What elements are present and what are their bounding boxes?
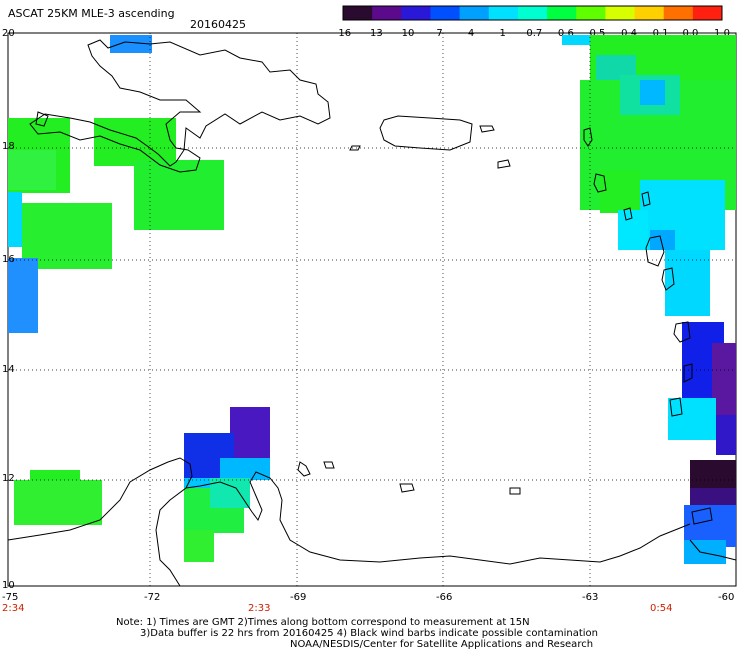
colorbar-swatch (430, 6, 461, 20)
colorbar: -16 -13 -10 -7 -4 -1 -0.7 -0.6 -0.5 -0.4 -0.1 0.0 1.… (335, 5, 730, 39)
island-coast (399, 483, 415, 493)
colorbar-swatch (459, 6, 490, 20)
colorbar-swatch (517, 6, 548, 20)
note-line-1: Note: 1) Times are GMT 2)Times along bot… (116, 617, 530, 628)
data-cell (134, 160, 224, 230)
lat-label: 14 (2, 364, 15, 375)
mainland-coast (185, 471, 691, 565)
island-coast (497, 159, 511, 169)
data-cell (220, 458, 270, 480)
island-coast (623, 207, 633, 221)
data-cell (8, 150, 56, 190)
pass-time-label: 0:54 (650, 603, 673, 614)
island-coast (583, 127, 593, 147)
lon-label: -69 (290, 592, 307, 603)
puerto-rico-coast (379, 115, 473, 151)
data-cell (230, 407, 270, 459)
data-cell (716, 415, 736, 455)
pass-time-label: 2:34 (2, 603, 25, 614)
lat-label: 18 (2, 141, 15, 152)
colorbar-swatch (663, 6, 694, 20)
data-cell (640, 80, 665, 105)
data-cell (690, 460, 736, 490)
lon-label: -75 (2, 592, 19, 603)
island-coast (683, 363, 693, 383)
colorbar-frame (342, 5, 723, 21)
colorbar-swatch (576, 6, 606, 20)
lon-label: -60 (718, 592, 735, 603)
lat-label: 16 (2, 254, 15, 265)
data-cell (184, 530, 214, 562)
data-cell (665, 250, 710, 316)
wind-speed-cells (8, 35, 736, 564)
island-coast (661, 267, 675, 291)
data-cell (30, 470, 80, 482)
data-cell (8, 192, 22, 247)
lat-label: 10 (2, 580, 15, 591)
data-cell (8, 258, 38, 333)
data-cell (110, 35, 152, 53)
data-cell (684, 540, 726, 564)
colorbar-swatch (401, 6, 431, 20)
hispaniola-coast (29, 39, 331, 173)
colorbar-swatch (488, 6, 519, 20)
data-cell (668, 398, 716, 440)
product-title: ASCAT 25KM MLE-3 ascending (8, 7, 175, 20)
coastlines (7, 39, 737, 587)
island-coast (35, 111, 49, 127)
colorbar-swatch (692, 6, 723, 20)
lon-label: -66 (436, 592, 453, 603)
colorbar-swatch (372, 6, 402, 20)
colorbar-swatch (343, 6, 373, 20)
product-date: 20160425 (190, 18, 246, 31)
mainland-coast (689, 539, 737, 561)
island-coast (349, 145, 361, 151)
lon-label: -63 (582, 592, 599, 603)
data-cell (650, 230, 675, 250)
island-coast (509, 487, 521, 495)
island-coast (669, 397, 683, 417)
data-cell (562, 35, 608, 45)
island-coast (673, 321, 691, 343)
colorbar-swatch (547, 6, 577, 20)
data-cell (94, 118, 176, 166)
lat-label: 20 (2, 28, 15, 39)
note-line-3: NOAA/NESDIS/Center for Satellite Applica… (290, 639, 594, 650)
island-coast (297, 461, 311, 477)
island-coast (323, 461, 335, 469)
data-cell (690, 488, 736, 508)
island-coast (641, 191, 651, 207)
note-line-2: 3)Data buffer is 22 hrs from 20160425 4)… (140, 628, 598, 639)
trinidad-coast (691, 507, 713, 525)
data-cell (600, 170, 640, 213)
island-coast (645, 235, 665, 267)
island-coast (593, 173, 607, 193)
data-cell (14, 480, 102, 525)
lon-label: -72 (144, 592, 161, 603)
mainland-coast (7, 457, 193, 587)
pass-time-label: 2:33 (248, 603, 271, 614)
colorbar-swatch (634, 6, 665, 20)
data-cell (618, 210, 648, 250)
island-coast (479, 125, 495, 133)
colorbar-swatch (605, 6, 636, 20)
lat-label: 12 (2, 473, 15, 484)
graticule (8, 33, 736, 586)
